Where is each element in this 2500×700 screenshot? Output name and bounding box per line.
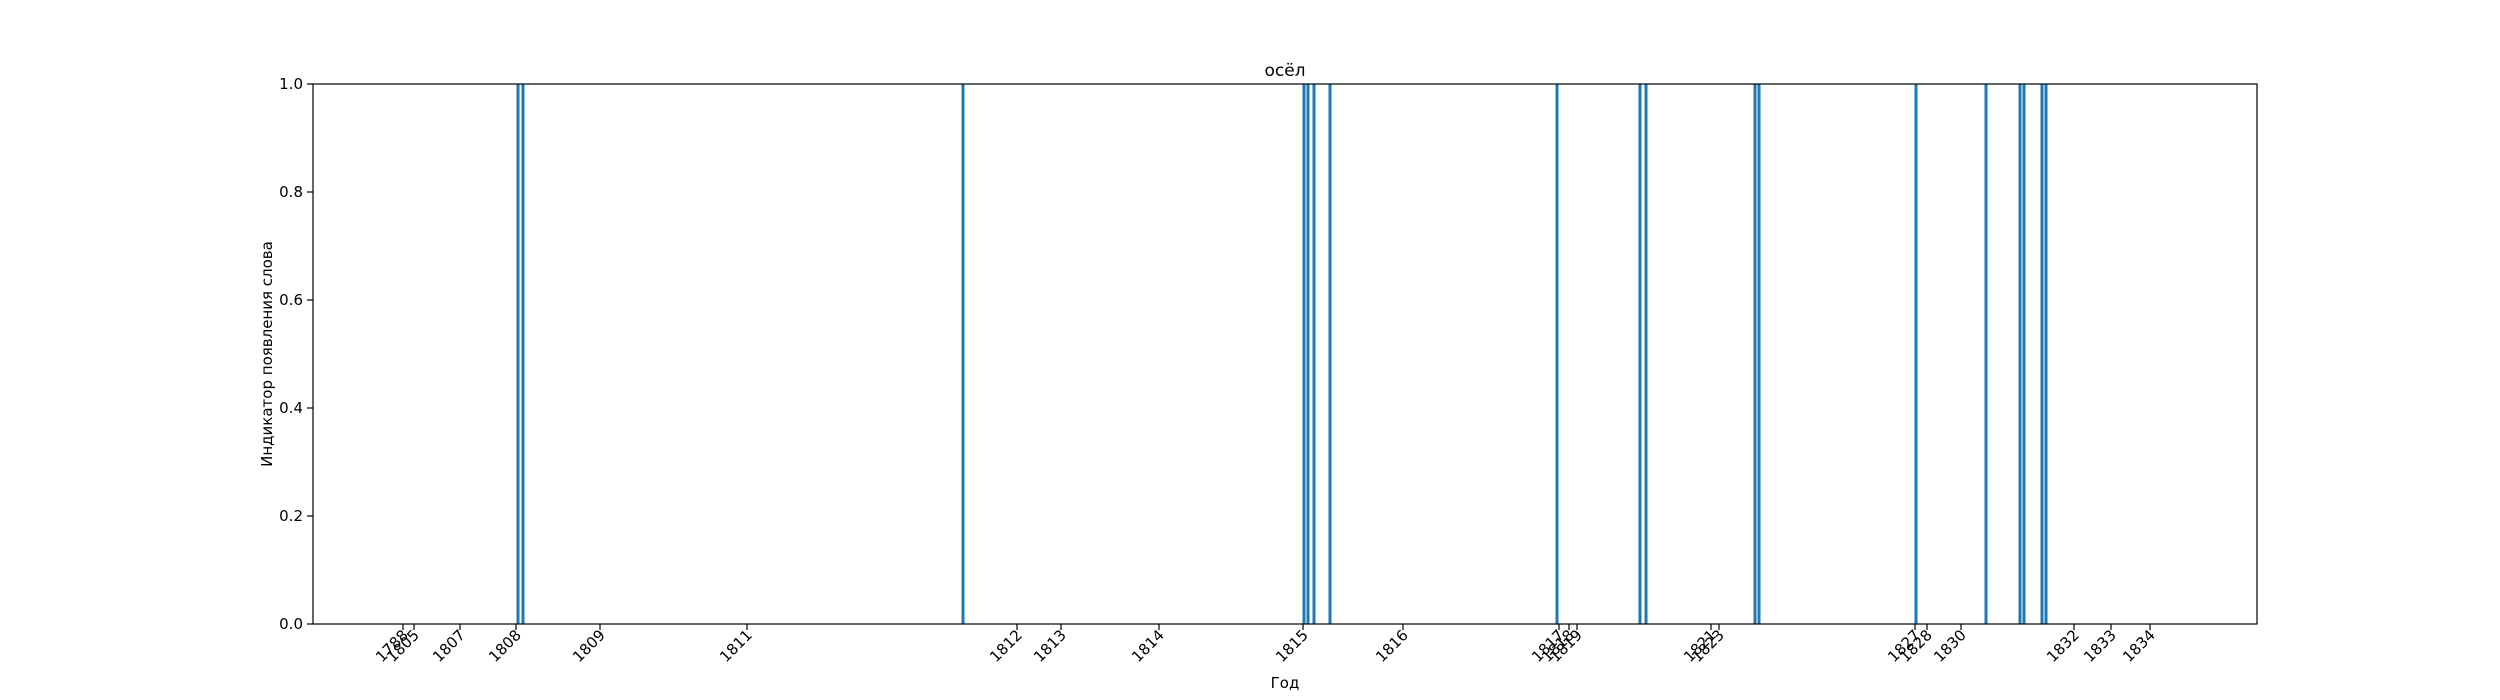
bar-5	[1312, 84, 1316, 624]
bar-1	[521, 84, 525, 624]
bar-11	[1757, 84, 1761, 624]
y-tick-label-5: 1.0	[279, 75, 303, 93]
y-tick-label-1: 0.2	[279, 507, 303, 525]
bar-8	[1638, 84, 1642, 624]
bar-13	[1984, 84, 1988, 624]
y-tick-label-4: 0.8	[279, 183, 303, 201]
bar-0	[516, 84, 520, 624]
x-axis-label: Год	[1271, 674, 1300, 692]
bars-layer	[516, 84, 2048, 624]
bar-12	[1914, 84, 1918, 624]
bar-2	[961, 84, 965, 624]
bar-6	[1328, 84, 1332, 624]
bar-16	[2040, 84, 2044, 624]
y-tick-label-0: 0.0	[279, 615, 303, 633]
axes-layer	[312, 83, 2258, 625]
bar-14	[2018, 84, 2022, 624]
y-tick-label-3: 0.6	[279, 291, 303, 309]
bar-15	[2022, 84, 2026, 624]
plot-frame	[312, 83, 2258, 625]
bar-4	[1306, 84, 1310, 624]
chart-title: осёл	[1264, 61, 1305, 81]
bar-17	[2044, 84, 2048, 624]
y-tick-label-2: 0.4	[279, 399, 303, 417]
bar-10	[1753, 84, 1757, 624]
y-axis: 0.0 0.2 0.4 0.6 0.8 1.0	[279, 75, 313, 633]
y-axis-label: Индикатор появления слова	[258, 241, 276, 467]
bar-9	[1644, 84, 1648, 624]
bar-3	[1302, 84, 1306, 624]
bar-7	[1555, 84, 1559, 624]
